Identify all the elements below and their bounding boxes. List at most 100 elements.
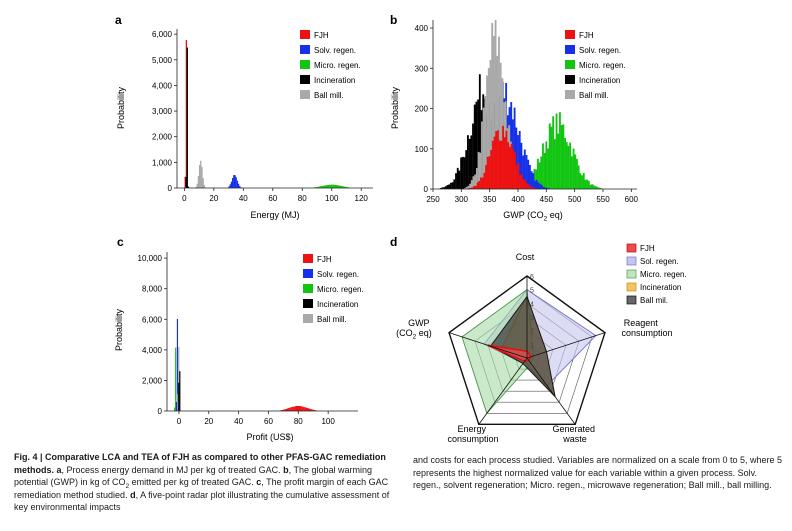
histogram-bar bbox=[202, 178, 204, 188]
histogram-bar bbox=[299, 406, 301, 411]
histogram-bar bbox=[491, 23, 494, 189]
histogram-bar bbox=[596, 186, 599, 189]
y-axis-label-b: Probability bbox=[390, 86, 400, 129]
histogram-bar bbox=[308, 408, 311, 411]
radar-spoke bbox=[526, 332, 606, 359]
histogram-bar bbox=[332, 184, 334, 188]
histogram-bar bbox=[288, 408, 290, 411]
series-micro-regen-a bbox=[313, 184, 350, 188]
x-tick-label: 0 bbox=[182, 194, 187, 203]
histogram-bar bbox=[534, 188, 537, 189]
histogram-bar bbox=[286, 408, 289, 411]
histogram-bar bbox=[175, 401, 177, 411]
y-tick-label: 100 bbox=[415, 145, 429, 154]
legend-d: FJH Sol. regen. Micro. regen. Incineration B… bbox=[626, 243, 687, 305]
histogram-bar bbox=[456, 167, 459, 189]
histogram-bar bbox=[498, 36, 500, 189]
radar-scale-label: 3 bbox=[530, 315, 534, 322]
histogram-bar bbox=[327, 184, 330, 188]
histogram-bar bbox=[439, 188, 442, 189]
caption-b-text: , The global warming potential (GWP) in … bbox=[14, 464, 373, 488]
histogram-bar bbox=[282, 409, 284, 411]
legend-label: Solv. regen. bbox=[314, 46, 356, 55]
histogram-bar bbox=[502, 125, 504, 189]
caption-c-label: c bbox=[256, 477, 262, 487]
histogram-bar bbox=[515, 165, 518, 189]
y-tick-label: 6,000 bbox=[142, 315, 163, 324]
histogram-bar bbox=[478, 74, 481, 189]
histogram-bar bbox=[468, 138, 471, 189]
x-tick-label: 300 bbox=[455, 195, 469, 204]
panel-label-a: a bbox=[115, 13, 122, 27]
histogram-bar bbox=[455, 173, 457, 189]
x-tick-label: 550 bbox=[596, 195, 610, 204]
histogram-bar bbox=[517, 163, 520, 189]
legend-swatch-incineration bbox=[300, 75, 310, 84]
histogram-bar bbox=[345, 186, 347, 188]
caption-a-label: a bbox=[56, 464, 62, 475]
histogram-bar bbox=[185, 39, 188, 189]
histogram-bar bbox=[312, 409, 314, 411]
histogram-bar bbox=[528, 165, 531, 189]
histogram-bar bbox=[303, 407, 305, 411]
histogram-bar bbox=[280, 410, 282, 411]
x-axis-label-b-sub: 2 bbox=[544, 216, 548, 223]
panel-label-b: b bbox=[390, 13, 397, 27]
histogram-bar bbox=[469, 187, 472, 189]
histogram-bar bbox=[492, 35, 495, 190]
histogram-bar bbox=[529, 186, 532, 189]
histogram-bar bbox=[307, 408, 310, 411]
radar-spoke bbox=[448, 332, 528, 359]
histogram-bar bbox=[333, 184, 336, 188]
histogram-bar bbox=[517, 135, 519, 189]
histogram-bar bbox=[319, 186, 321, 188]
legend-swatch-ball-mill bbox=[565, 90, 575, 99]
y-axis-label-a: Probability bbox=[116, 86, 126, 129]
y-tick-label: 2,000 bbox=[152, 133, 173, 142]
histogram-bar bbox=[540, 184, 543, 189]
legend-label: Sol. regen. bbox=[640, 257, 679, 266]
radar-axis-gwp: GWP (CO2 eq) bbox=[396, 318, 432, 341]
histogram-bar bbox=[539, 183, 542, 189]
histogram-bar bbox=[318, 186, 320, 188]
histogram-bar bbox=[499, 62, 502, 189]
caption-c-text: , The profit margin of each GAC remediat… bbox=[14, 477, 389, 500]
histogram-bar bbox=[510, 143, 513, 189]
histogram-bar bbox=[176, 318, 179, 411]
histogram-bar bbox=[494, 20, 497, 189]
histogram-bar bbox=[513, 107, 516, 189]
histogram-bar bbox=[463, 157, 466, 189]
histogram-bar bbox=[203, 184, 205, 188]
histogram-bar bbox=[313, 409, 315, 411]
histogram-bar bbox=[329, 184, 331, 188]
legend-swatch-micro-regen bbox=[300, 60, 310, 69]
histogram-bar bbox=[293, 406, 295, 411]
histogram-bar bbox=[281, 409, 283, 411]
legend-swatch-ball-mil bbox=[626, 295, 637, 305]
histogram-bar bbox=[298, 405, 300, 411]
legend-swatch-sol-regen bbox=[626, 256, 637, 266]
histogram-bar bbox=[527, 184, 530, 189]
radar-spoke bbox=[478, 357, 528, 425]
histogram-bar bbox=[314, 410, 316, 411]
histogram-bar bbox=[330, 184, 332, 188]
histogram-bar bbox=[324, 185, 326, 188]
legend-label: Incineration bbox=[317, 300, 358, 309]
histogram-bar bbox=[474, 174, 477, 189]
histogram-bar bbox=[178, 346, 180, 411]
histogram-bar bbox=[594, 186, 597, 189]
histogram-bar bbox=[515, 127, 518, 189]
histogram-bar bbox=[234, 175, 236, 188]
y-tick-label: 5,000 bbox=[152, 56, 173, 65]
series-micro-regen-c bbox=[174, 347, 178, 411]
histogram-bar bbox=[483, 172, 486, 189]
legend-a: FJH Solv. regen. Micro. regen. Incineration… bbox=[300, 30, 361, 100]
histogram-bar bbox=[479, 152, 482, 189]
legend-label: Micro. regen. bbox=[317, 285, 364, 294]
histogram-bar bbox=[296, 405, 298, 411]
histogram-bar bbox=[441, 187, 444, 189]
histogram-bar bbox=[586, 179, 589, 189]
histogram-bar bbox=[486, 75, 488, 189]
histogram-bar bbox=[497, 130, 499, 189]
radar-series-fjh bbox=[487, 344, 532, 363]
